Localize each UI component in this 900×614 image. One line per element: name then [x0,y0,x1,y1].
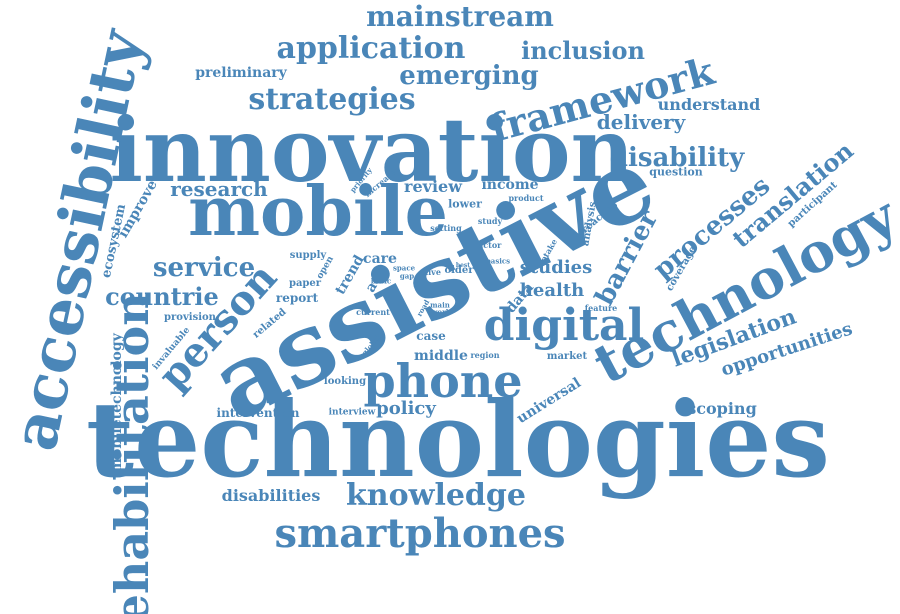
cloud-word: product [508,193,544,203]
cloud-word: strategies [248,82,416,117]
cloud-word: smartphones [274,510,566,557]
cloud-word: scoping [687,399,757,418]
cloud-word: region [470,350,500,360]
cloud-word: digital [483,300,645,351]
cloud-word: technologies [86,378,830,501]
cloud-word: best [455,262,471,269]
cloud-word: research [170,177,268,201]
cloud-word: innovation [109,98,635,202]
cloud-word: mobiletechnology [109,333,125,473]
cloud-word: mainstream [366,0,554,33]
cloud-word: preliminary [195,65,287,81]
cloud-word: feature [584,303,618,313]
cloud-word: understand [657,95,761,114]
cloud-word: disability [609,143,745,173]
cloud-word: setting [430,223,462,233]
cloud-word: care [363,251,397,267]
cloud-word: provision [164,312,216,323]
cloud-word: mobile [188,172,448,252]
cloud-word: work [431,307,451,317]
cloud-word: knowledge [346,478,526,513]
cloud-word: live [425,267,441,277]
cloud-word: main [430,300,450,310]
cloud-word: older [444,265,474,276]
cloud-word: studies [519,257,593,278]
cloud-word: disabilities [221,486,321,505]
cloud-word: question [649,165,703,179]
cloud-word: space [392,263,416,273]
cloud-word: basic [370,276,392,286]
cloud-word: market [546,351,588,362]
cloud-word: gap [399,271,415,281]
cloud-word: intervention [216,406,300,420]
cloud-word: factor [474,240,502,250]
cloud-word: case [416,329,446,343]
cloud-word: paper [288,278,322,289]
cloud-word: delivery [596,110,686,134]
cloud-word: emerging [399,61,539,91]
cloud-word: application [276,31,466,66]
cloud-word: service [152,253,256,283]
cloud-word: review [404,177,462,196]
cloud-word: phone [363,354,523,408]
cloud-word: current [356,307,390,317]
cloud-word: income [481,177,539,193]
cloud-word: inclusion [521,36,645,65]
cloud-word: middle [414,348,468,364]
cloud-word: study [477,216,503,226]
cloud-word: countrie [105,282,219,311]
cloud-word: interview [328,407,376,418]
cloud-word: health [519,280,585,301]
cloud-word: basics [485,256,511,266]
cloud-word: supply [289,250,327,261]
cloud-word: report [275,291,319,305]
cloud-word: policy [376,398,436,419]
cloud-word: lower [448,197,482,211]
cloud-word: looking [323,376,367,387]
